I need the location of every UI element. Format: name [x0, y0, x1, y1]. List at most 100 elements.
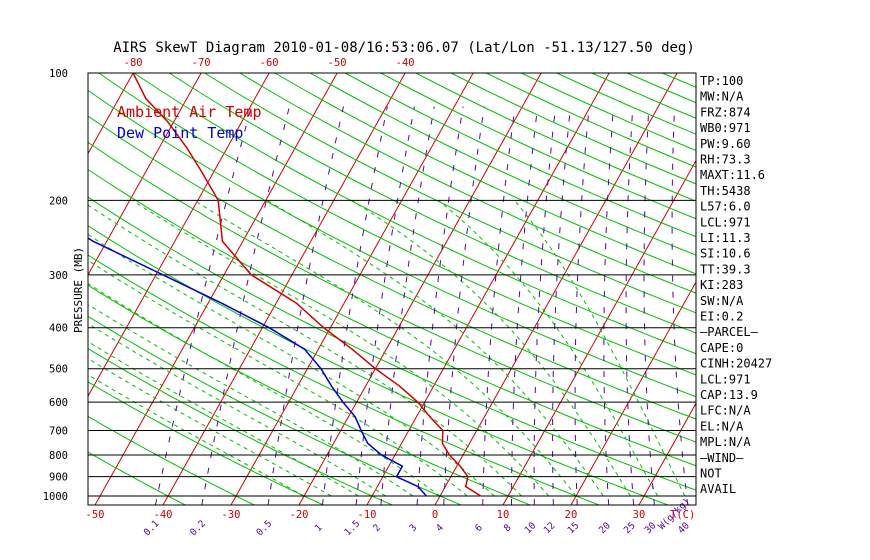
top-temp-tick-label: -70: [192, 57, 211, 69]
pressure-tick-label: 500: [49, 364, 68, 376]
moist-adiabat-line: [88, 374, 305, 497]
mixing-ratio-tick-label: 10: [523, 520, 539, 536]
dry-adiabat-line: [88, 89, 696, 398]
dry-adiabat-line: [88, 451, 186, 505]
stat-line: LCL:971: [700, 372, 751, 386]
mixing-ratio-tick-label: 2: [371, 522, 383, 534]
bottom-temp-tick-label: -40: [154, 509, 173, 521]
isotherm-line: [843, 73, 870, 505]
isotherm-line: [88, 73, 202, 276]
stat-line: WB0:971: [700, 121, 751, 135]
mixing-ratio-tick-label: 1.5: [342, 518, 362, 538]
isotherm-line: [162, 73, 406, 505]
mixing-ratio-tick-label: 40: [676, 520, 692, 536]
isotherm-line: [775, 73, 870, 505]
x-axis-unit-label: T(C): [670, 509, 695, 521]
bottom-temp-tick-label: -30: [222, 509, 241, 521]
stat-line: NOT: [700, 467, 722, 481]
top-temp-tick-label: -50: [328, 57, 347, 69]
pressure-tick-label: 1000: [43, 491, 68, 503]
air-temp-profile: [132, 73, 482, 497]
dry-adiabat-line: [239, 73, 696, 294]
dry-adiabat-line: [415, 73, 696, 202]
dry-adiabat-line: [88, 347, 393, 505]
stat-line: KI:283: [700, 278, 743, 292]
pressure-tick-label: 800: [49, 450, 68, 462]
dry-adiabat-line: [88, 415, 255, 505]
pressure-tick-label: 400: [49, 323, 68, 335]
pressure-tick-label: 300: [49, 270, 68, 282]
moist-adiabat-line: [88, 233, 495, 497]
stat-line: MPL:N/A: [700, 435, 751, 449]
mixing-ratio-tick-label: 1: [313, 522, 325, 534]
dry-adiabat-line: [98, 73, 696, 376]
dry-adiabat-line: [274, 73, 696, 275]
top-temp-tick-label: -60: [260, 57, 279, 69]
stat-line: AVAIL: [700, 482, 736, 496]
isotherm-line: [434, 73, 678, 505]
isotherm-line: [638, 402, 696, 505]
mixing-ratio-tick-label: 0.5: [254, 518, 274, 538]
mixing-ratio-line: [482, 106, 516, 505]
mixing-ratio-tick-label: 0.2: [188, 518, 208, 538]
bottom-temp-tick-label: 30: [633, 509, 646, 521]
dew-point-profile: [88, 237, 427, 497]
dry-adiabat-line: [88, 141, 696, 443]
mixing-ratio-tick-label: 4: [434, 522, 446, 534]
bottom-temp-tick-label: -10: [358, 509, 377, 521]
stat-line: EL:N/A: [700, 419, 744, 433]
dry-adiabat-line: [309, 73, 696, 256]
dry-adiabat-line: [88, 254, 600, 505]
isotherm-line: [298, 73, 542, 505]
stat-line: MW:N/A: [700, 90, 744, 104]
stat-line: L57:6.0: [700, 200, 751, 214]
mixing-ratio-line: [533, 106, 557, 505]
isotherm-line: [88, 73, 134, 155]
top-temp-tick-label: -80: [124, 57, 143, 69]
mixing-ratio-tick-label: 30: [643, 520, 659, 536]
stat-line: SW:N/A: [700, 294, 744, 308]
bottom-temp-tick-label: -20: [290, 509, 309, 521]
bottom-temp-tick-label: 10: [497, 509, 510, 521]
stat-line: CAPE:0: [700, 341, 743, 355]
dry-adiabat-line: [380, 73, 696, 220]
bottom-temp-tick-label: 0: [432, 509, 438, 521]
pressure-tick-label: 100: [49, 68, 68, 80]
pressure-tick-label: 200: [49, 195, 68, 207]
moist-adiabat-line: [88, 303, 414, 497]
stat-line: MAXT:11.6: [700, 168, 765, 182]
stat-line: LCL:971: [700, 215, 751, 229]
stat-line: —PARCEL—: [700, 325, 759, 339]
moist-adiabat-line: [193, 199, 577, 497]
dry-adiabat-line: [88, 115, 696, 420]
dry-adiabat-line: [662, 73, 696, 88]
mixing-ratio-tick-label: 3: [407, 522, 419, 534]
isotherm-line: [88, 73, 270, 398]
stat-line: —WIND—: [700, 451, 744, 465]
dry-adiabat-line: [88, 315, 462, 505]
bottom-temp-tick-label: 20: [565, 509, 578, 521]
pressure-tick-label: 600: [49, 397, 68, 409]
moist-adiabat-line: [266, 199, 604, 497]
mixing-ratio-tick-label: 8: [502, 522, 514, 534]
dry-adiabat-line: [88, 381, 324, 505]
legend-dew-point: Dew Point Temp: [117, 124, 243, 142]
mixing-ratio-tick-label: 12: [542, 520, 558, 536]
dry-adiabat-line: [450, 73, 696, 185]
stat-line: LI:11.3: [700, 231, 751, 245]
mixing-ratio-line: [380, 106, 435, 505]
stat-line: RH:73.3: [700, 153, 751, 167]
pressure-tick-label: 900: [49, 472, 68, 484]
dry-adiabat-line: [168, 73, 696, 334]
stat-line: LFC:N/A: [700, 404, 751, 418]
isotherm-line: [0, 73, 65, 505]
plot-frame: [87, 72, 697, 506]
mixing-ratio-tick-label: 6: [473, 522, 485, 534]
stat-line: CINH:20427: [700, 357, 772, 371]
dry-adiabat-line: [133, 73, 696, 355]
stat-line: EI:0.2: [700, 310, 743, 324]
moist-adiabat-line: [88, 259, 468, 497]
stat-line: CAP:13.9: [700, 388, 758, 402]
